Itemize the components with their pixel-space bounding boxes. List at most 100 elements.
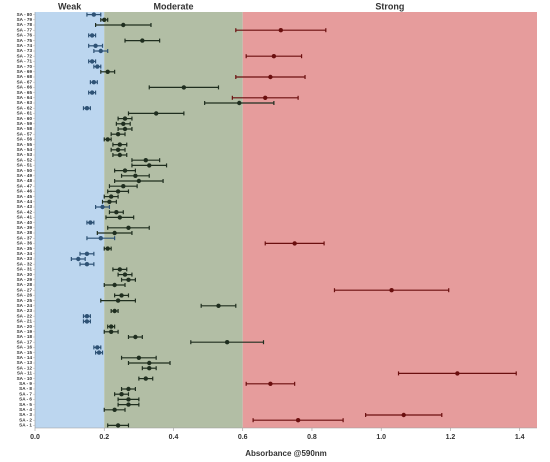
dot [115, 298, 121, 303]
dot [121, 184, 126, 189]
y-tick-label: SA - 54 [17, 147, 33, 152]
dot [89, 33, 95, 38]
dot [278, 28, 284, 33]
dot [119, 293, 124, 298]
y-tick-label: SA - 16 [17, 345, 33, 350]
y-tick-label: SA - 80 [17, 12, 33, 17]
y-tick-label: SA - 40 [17, 220, 33, 225]
y-tick-label: SA - 31 [17, 267, 33, 272]
y-tick-label: SA - 30 [17, 272, 33, 277]
region-label: Moderate [153, 1, 193, 11]
y-tick-label: SA - 56 [17, 137, 33, 142]
dot [133, 173, 138, 178]
dot [122, 126, 128, 132]
dot [268, 381, 273, 386]
dot [143, 158, 148, 163]
dot [96, 350, 102, 355]
dot [147, 366, 152, 371]
region-band [104, 12, 243, 428]
y-tick-label: SA - 60 [17, 116, 33, 121]
y-tick-label: SA - 65 [17, 90, 33, 95]
y-tick-label: SA - 8 [19, 386, 32, 391]
dot [105, 137, 110, 142]
y-tick-label: SA - 9 [19, 381, 32, 386]
dot [216, 303, 221, 308]
region-label: Weak [58, 1, 82, 11]
region-band [35, 12, 105, 428]
y-tick-label: SA - 48 [17, 178, 33, 183]
y-tick-label: SA - 14 [17, 355, 33, 360]
dot [108, 329, 114, 334]
y-tick-label: SA - 66 [17, 85, 33, 90]
dot [115, 132, 121, 137]
dot [115, 189, 121, 194]
y-tick-label: SA - 71 [17, 59, 33, 64]
y-tick-label: SA - 18 [17, 334, 33, 339]
dot [126, 397, 131, 402]
dot [268, 74, 273, 80]
dot [108, 324, 114, 329]
y-tick-label: SA - 19 [17, 329, 33, 334]
y-tick-label: SA - 49 [17, 173, 33, 178]
y-tick-label: SA - 50 [17, 168, 33, 173]
dot [91, 80, 97, 85]
y-tick-label: SA - 3 [19, 412, 32, 417]
dot [112, 282, 117, 288]
x-tick-label: 0.4 [169, 434, 179, 441]
dot [100, 204, 105, 210]
dot [98, 48, 103, 54]
dot [84, 314, 90, 319]
x-tick-label: 0.6 [238, 434, 248, 441]
y-tick-label: SA - 53 [17, 152, 33, 157]
y-tick-label: SA - 75 [17, 38, 33, 43]
y-tick-label: SA - 57 [17, 131, 33, 136]
y-tick-label: SA - 23 [17, 308, 33, 313]
y-tick-label: SA - 69 [17, 69, 33, 74]
y-tick-label: SA - 77 [17, 27, 33, 32]
y-tick-label: SA - 13 [17, 360, 33, 365]
y-tick-label: SA - 22 [17, 313, 33, 318]
dot [292, 241, 297, 246]
dot [89, 90, 95, 95]
y-tick-label: SA - 52 [17, 157, 33, 162]
dot [88, 220, 93, 225]
y-tick-label: SA - 21 [17, 319, 33, 324]
dot [112, 308, 117, 314]
y-tick-label: SA - 42 [17, 209, 33, 214]
y-tick-label: SA - 15 [17, 350, 33, 355]
y-tick-label: SA - 39 [17, 225, 33, 230]
dot [105, 69, 110, 75]
region-band [242, 12, 538, 428]
dot [95, 64, 100, 69]
dot [117, 215, 123, 220]
y-tick-label: SA - 68 [17, 74, 33, 79]
dot [126, 225, 131, 230]
dot [84, 251, 90, 256]
y-tick-label: SA - 6 [19, 397, 32, 402]
dot [84, 106, 90, 111]
y-tick-label: SA - 38 [17, 230, 33, 235]
y-tick-label: SA - 79 [17, 17, 33, 22]
dot [112, 407, 117, 412]
dot [117, 142, 123, 147]
y-tick-label: SA - 17 [17, 339, 33, 344]
dot [122, 168, 128, 173]
dot [84, 262, 90, 267]
y-tick-label: SA - 61 [17, 111, 33, 116]
y-tick-label: SA - 67 [17, 79, 33, 84]
dot [263, 95, 268, 101]
y-tick-label: SA - 24 [17, 303, 33, 308]
x-tick-label: 0.2 [99, 434, 109, 441]
y-tick-label: SA - 47 [17, 183, 33, 188]
y-tick-label: SA - 11 [17, 371, 33, 376]
y-tick-label: SA - 73 [17, 48, 33, 53]
y-tick-label: SA - 29 [17, 277, 33, 282]
y-tick-label: SA - 44 [17, 199, 33, 204]
dot [93, 43, 98, 48]
dot [76, 256, 81, 262]
y-tick-label: SA - 46 [17, 189, 33, 194]
dot [181, 85, 187, 90]
y-tick-label: SA - 32 [17, 261, 33, 266]
y-tick-label: SA - 43 [17, 204, 33, 209]
dot [121, 121, 126, 127]
